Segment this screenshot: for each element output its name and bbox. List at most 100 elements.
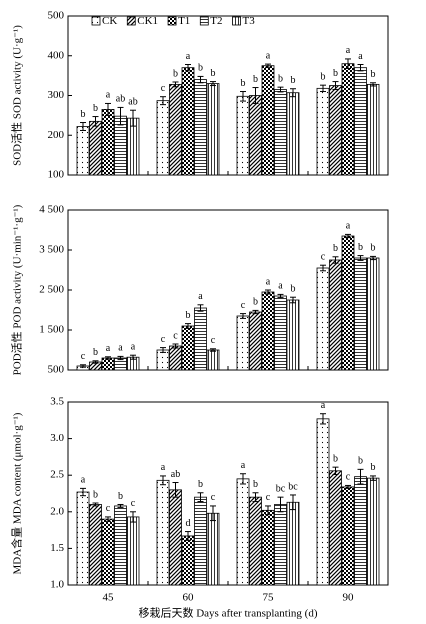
bar bbox=[286, 299, 300, 371]
significance-label: b bbox=[118, 491, 123, 502]
significance-label: a bbox=[266, 276, 271, 287]
significance-label: b bbox=[93, 489, 98, 500]
significance-label: c bbox=[211, 492, 216, 503]
legend-swatch bbox=[126, 16, 136, 26]
significance-label: a bbox=[346, 221, 351, 232]
bar bbox=[329, 470, 342, 586]
bar bbox=[329, 259, 342, 371]
bar bbox=[274, 504, 287, 586]
y-tick-label: 2.5 bbox=[50, 469, 64, 481]
significance-label: bc bbox=[276, 483, 286, 494]
y-tick-label: 500 bbox=[48, 364, 65, 376]
significance-label: ab bbox=[171, 469, 180, 480]
significance-label: a bbox=[106, 90, 111, 101]
significance-label: b bbox=[333, 453, 338, 464]
bar bbox=[126, 117, 140, 176]
y-tick-label: 500 bbox=[48, 10, 65, 22]
bar bbox=[261, 65, 275, 176]
bar bbox=[261, 291, 275, 371]
y-tick-label: 3.5 bbox=[50, 396, 64, 408]
significance-label: a bbox=[81, 475, 86, 486]
significance-label: c bbox=[321, 251, 326, 262]
bar bbox=[169, 489, 182, 586]
x-tick-label: 45 bbox=[103, 592, 115, 604]
significance-label: b bbox=[198, 63, 203, 74]
legend-swatch bbox=[199, 16, 209, 26]
bar bbox=[206, 83, 220, 176]
legend-label: T3 bbox=[243, 15, 256, 27]
bar bbox=[89, 120, 102, 176]
bar bbox=[274, 295, 287, 371]
significance-label: a bbox=[346, 45, 351, 56]
significance-label: b bbox=[253, 479, 258, 490]
y-tick-label: 100 bbox=[48, 169, 65, 181]
significance-label: c bbox=[211, 335, 216, 346]
y-tick-label: 1.5 bbox=[50, 542, 64, 554]
significance-label: a bbox=[186, 51, 191, 62]
bar bbox=[274, 89, 287, 176]
significance-label: b bbox=[198, 479, 203, 490]
legend-swatch bbox=[91, 16, 101, 26]
significance-label: a bbox=[358, 51, 363, 62]
y-tick-label: 1.0 bbox=[50, 579, 64, 591]
significance-label: b bbox=[321, 71, 326, 82]
bar bbox=[76, 126, 90, 176]
significance-label: ab bbox=[116, 94, 125, 105]
y-tick-label: 3.0 bbox=[50, 432, 64, 444]
significance-label: c bbox=[106, 503, 111, 514]
legend-swatch bbox=[167, 16, 177, 26]
significance-label: b bbox=[278, 73, 283, 84]
bar bbox=[181, 67, 195, 176]
significance-label: b bbox=[358, 456, 363, 467]
significance-label: b bbox=[358, 242, 363, 253]
y-tick-label: 300 bbox=[48, 89, 65, 101]
x-tick-label: 60 bbox=[183, 592, 195, 604]
y-tick-label: 1 500 bbox=[39, 324, 64, 336]
significance-label: ab bbox=[128, 97, 137, 108]
significance-label: b bbox=[93, 103, 98, 114]
significance-label: a bbox=[106, 343, 111, 354]
significance-label: b bbox=[371, 462, 376, 473]
bar bbox=[169, 345, 182, 371]
bar bbox=[341, 486, 355, 586]
significance-label: b bbox=[173, 68, 178, 79]
significance-label: a bbox=[266, 50, 271, 61]
y-axis-title: POD活性 POD activity (U·min⁻¹·g⁻¹) bbox=[10, 204, 24, 375]
significance-label: c bbox=[173, 330, 178, 341]
bar bbox=[206, 349, 220, 371]
bar bbox=[316, 267, 330, 371]
y-tick-label: 400 bbox=[48, 49, 65, 61]
significance-label: a bbox=[131, 341, 136, 352]
bar bbox=[114, 505, 127, 586]
x-axis-title: 移栽后天数 Days after transplanting (d) bbox=[138, 607, 317, 620]
legend-label: T1 bbox=[178, 15, 190, 27]
bar bbox=[341, 63, 355, 176]
y-tick-label: 2 500 bbox=[39, 284, 64, 296]
significance-label: b bbox=[291, 283, 296, 294]
bar bbox=[366, 83, 380, 176]
significance-label: a bbox=[118, 343, 123, 354]
significance-label: b bbox=[253, 297, 258, 308]
significance-label: b bbox=[186, 310, 191, 321]
x-tick-label: 90 bbox=[343, 592, 355, 604]
significance-label: c bbox=[131, 498, 136, 509]
bar bbox=[329, 85, 342, 176]
bar bbox=[316, 87, 330, 176]
y-axis-title: SOD活性 SOD activity (U·g⁻¹) bbox=[10, 25, 24, 166]
bar bbox=[354, 67, 367, 176]
bar bbox=[249, 496, 262, 586]
bar bbox=[354, 476, 367, 586]
bar bbox=[236, 95, 250, 176]
y-axis-title: MDA含量 MDA content (μmol·g⁻¹) bbox=[10, 412, 24, 574]
significance-label: a bbox=[241, 460, 246, 471]
significance-label: c bbox=[346, 472, 351, 483]
significance-label: b bbox=[371, 243, 376, 254]
bar bbox=[89, 504, 102, 586]
bar bbox=[261, 509, 275, 586]
significance-label: b bbox=[93, 347, 98, 358]
bar bbox=[101, 109, 115, 176]
significance-label: b bbox=[371, 69, 376, 80]
bar bbox=[181, 535, 195, 586]
bar bbox=[249, 311, 262, 371]
significance-label: b bbox=[241, 78, 246, 89]
